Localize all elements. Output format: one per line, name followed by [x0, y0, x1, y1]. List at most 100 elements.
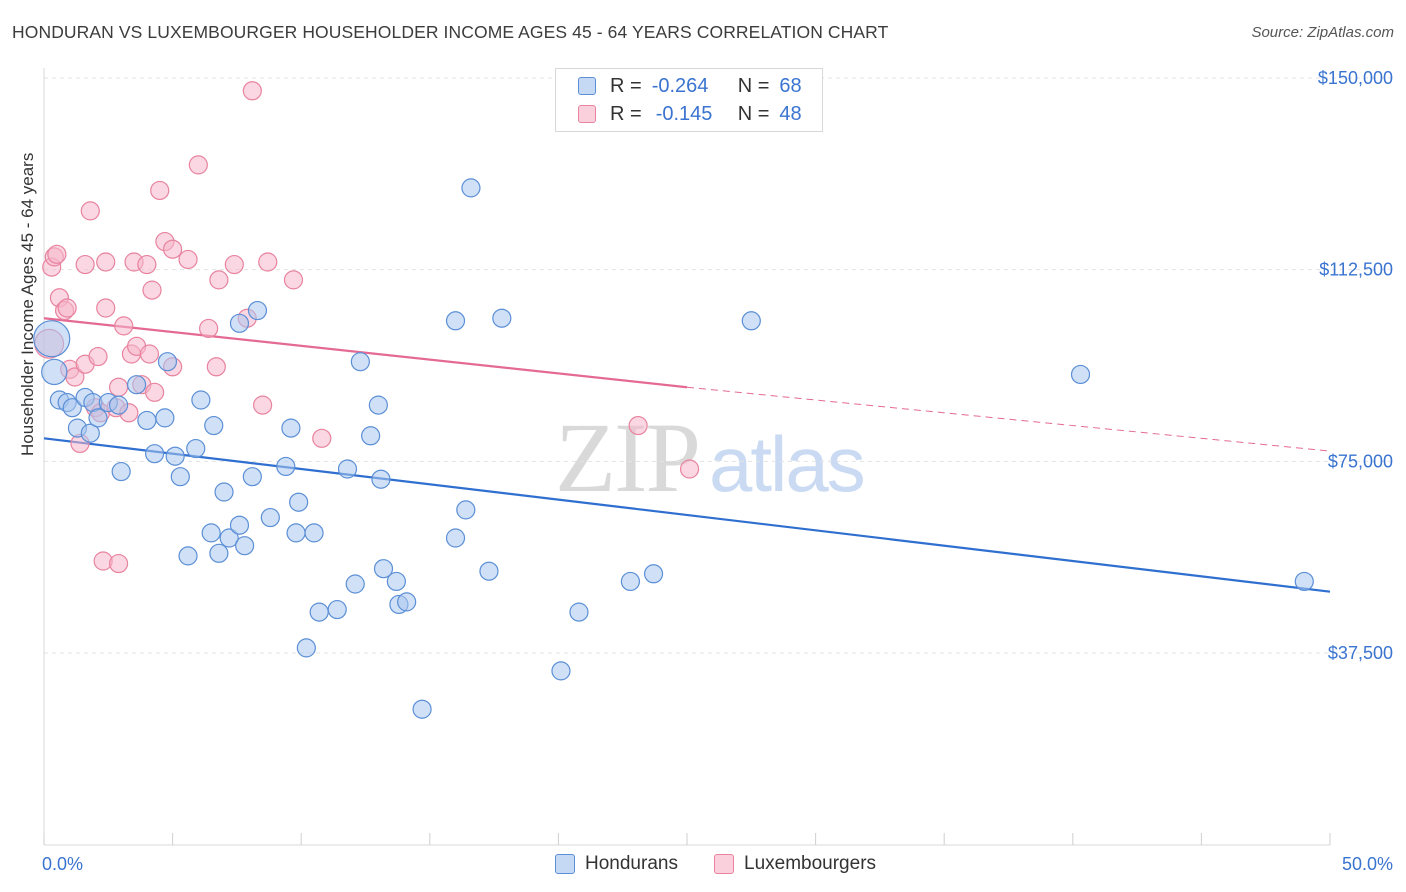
hondurans-point: [260, 507, 280, 528]
hondurans-point: [412, 699, 432, 719]
hondurans-point: [304, 523, 324, 543]
hondurans-point: [219, 528, 239, 548]
luxembourgers-point: [144, 382, 165, 402]
luxembourgers-point: [139, 344, 160, 364]
hondurans-point: [229, 515, 250, 535]
hondurans-point: [209, 543, 229, 563]
hondurans-swatch: [578, 77, 596, 95]
luxembourgers-point: [283, 270, 304, 290]
hondurans-point: [155, 408, 175, 428]
hondurans-point: [201, 523, 221, 543]
luxembourgers-point: [253, 395, 273, 415]
hondurans-point: [445, 311, 466, 331]
legend-r-label: R =: [610, 74, 642, 97]
series-name-luxembourgers: Luxembourgers: [744, 853, 877, 874]
hondurans-point: [33, 320, 71, 358]
luxembourgers-swatch: [714, 854, 734, 874]
luxembourgers-point: [199, 318, 219, 339]
hondurans-point: [186, 438, 206, 459]
luxembourgers-swatch: [578, 105, 596, 123]
tick-labels: $37,500 $75,000 $112,500 $150,000 0.0% 50.0%: [42, 68, 1393, 874]
legend-r-luxembourgers: -0.145: [655, 102, 713, 125]
axes: [43, 68, 1331, 846]
hondurans-point: [88, 408, 108, 428]
legend-n-hondurans: 68: [779, 74, 802, 97]
hondurans-point: [137, 410, 157, 431]
luxembourgers-point: [224, 254, 244, 275]
watermark-atlas: atlas: [709, 420, 866, 508]
luxembourgers-point: [206, 357, 226, 377]
hondurans-point: [461, 178, 481, 198]
legend-n-label: N =: [737, 102, 770, 125]
correlation-legend: R = -0.264 N = 68 R = -0.145 N = 48: [555, 68, 823, 132]
y-tick-label: $75,000: [1328, 451, 1393, 471]
hondurans-point: [492, 308, 512, 328]
hondurans-point: [281, 418, 301, 438]
luxembourgers-point: [47, 244, 67, 264]
hondurans-point: [456, 500, 476, 520]
bottom-legend-luxembourgers: Luxembourgers: [714, 850, 876, 878]
hondurans-point: [479, 561, 499, 581]
hondurans-point: [286, 523, 306, 543]
series-name-hondurans: Hondurans: [585, 853, 678, 874]
legend-row-luxembourgers: R = -0.145 N = 48: [578, 101, 802, 127]
source-label: Source: ZipAtlas.com: [1251, 24, 1394, 41]
hondurans-point: [144, 444, 165, 464]
luxembourgers-point: [150, 180, 170, 201]
y-tick-label: $37,500: [1328, 643, 1393, 663]
hondurans-point: [276, 456, 296, 477]
luxembourgers-point: [258, 252, 278, 272]
hondurans-point: [126, 375, 147, 395]
hondurans-points: [33, 178, 1314, 719]
legend-r-label: R =: [610, 102, 642, 125]
hondurans-point: [620, 571, 641, 592]
hondurans-point: [229, 313, 250, 333]
hondurans-point: [296, 638, 316, 658]
x-tick-label: 50.0%: [1342, 854, 1393, 874]
luxembourgers-point: [108, 377, 129, 397]
watermark-zip: ZIP: [555, 402, 701, 513]
hondurans-point: [551, 661, 571, 681]
hondurans-point: [62, 398, 82, 418]
hondurans-point: [111, 461, 131, 482]
hondurans-swatch: [555, 854, 575, 874]
hondurans-point: [41, 358, 68, 386]
hondurans-point: [80, 423, 100, 443]
hondurans-point: [371, 469, 391, 489]
x-tick-label: 0.0%: [42, 854, 83, 874]
hondurans-point: [327, 599, 347, 620]
luxembourgers-point: [114, 316, 134, 336]
trend-line-luxembourgers: [43, 317, 688, 389]
luxembourgers-point: [142, 280, 162, 300]
hondurans-point: [204, 415, 224, 436]
hondurans-point: [397, 592, 417, 612]
y-axis-label: Householder Income Ages 45 - 64 years: [18, 152, 37, 456]
luxembourgers-point: [209, 270, 229, 290]
hondurans-point: [1294, 571, 1314, 592]
hondurans-point: [191, 390, 211, 410]
hondurans-point: [337, 459, 358, 479]
hondurans-point: [289, 492, 309, 512]
luxembourgers-point: [57, 298, 77, 318]
hondurans-point: [242, 467, 262, 487]
watermark: ZIP atlas: [555, 400, 866, 515]
trend-line-hondurans: [43, 437, 1331, 593]
hondurans-point: [214, 482, 234, 502]
legend-n-label: N =: [737, 74, 770, 97]
hondurans-point: [445, 528, 466, 548]
hondurans-point: [178, 546, 198, 566]
luxembourgers-point: [88, 346, 108, 367]
y-tick-label: $150,000: [1318, 68, 1393, 88]
hondurans-point: [157, 352, 178, 372]
legend-row-hondurans: R = -0.264 N = 68: [578, 73, 802, 99]
hondurans-point: [361, 426, 381, 446]
luxembourgers-point: [75, 254, 95, 275]
hondurans-point: [350, 352, 370, 372]
luxembourgers-point: [312, 428, 332, 448]
hondurans-point: [386, 571, 406, 592]
bottom-legend-hondurans: Hondurans: [555, 850, 678, 878]
luxembourgers-point: [96, 252, 116, 272]
hondurans-point: [170, 467, 190, 487]
chart-title: HONDURAN VS LUXEMBOURGER HOUSEHOLDER INC…: [12, 22, 889, 42]
